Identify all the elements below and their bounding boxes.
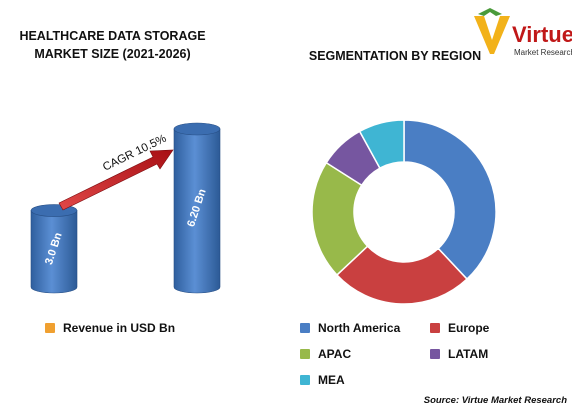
donut-slice-north-america [403,119,497,281]
legend-latam: LATAM [430,347,488,361]
legend-latam-label: LATAM [448,347,489,361]
legend-north-america-label: North America [318,321,401,335]
legend-revenue-swatch [45,323,55,333]
legend-north-america: North America [300,321,400,335]
legend-revenue-label: Revenue in USD Bn [63,321,176,335]
legend-revenue: Revenue in USD Bn [45,321,175,335]
donut-slice-mea [358,119,405,170]
source-note: Source: Virtue Market Research [423,395,567,406]
segmentation-title: SEGMENTATION BY REGION [308,49,482,63]
virtue-logo: Virtue Market Research [474,8,572,57]
legend-apac: APAC [300,347,351,361]
legend-apac-label: APAC [318,347,352,361]
legend-mea-label: MEA [318,373,345,387]
legend-mea: MEA [300,373,345,387]
market-size-title-line-1: HEALTHCARE DATA STORAGE [19,29,206,43]
donut-slice-europe [335,245,469,305]
legend-europe: Europe [430,321,489,335]
logo-tagline-text: Market Research [514,48,572,57]
legend-europe-label: Europe [448,321,490,335]
bar-2026: 6.20 Bn [173,122,221,294]
logo-brand-text: Virtue [512,22,572,47]
market-size-title: HEALTHCARE DATA STORAGE MARKET SIZE (202… [10,27,215,63]
cagr-arrow [58,149,174,211]
market-size-title-line-2: MARKET SIZE (2021-2026) [34,47,191,61]
region-donut [311,119,497,305]
bar-2021: 3.0 Bn [30,204,78,294]
